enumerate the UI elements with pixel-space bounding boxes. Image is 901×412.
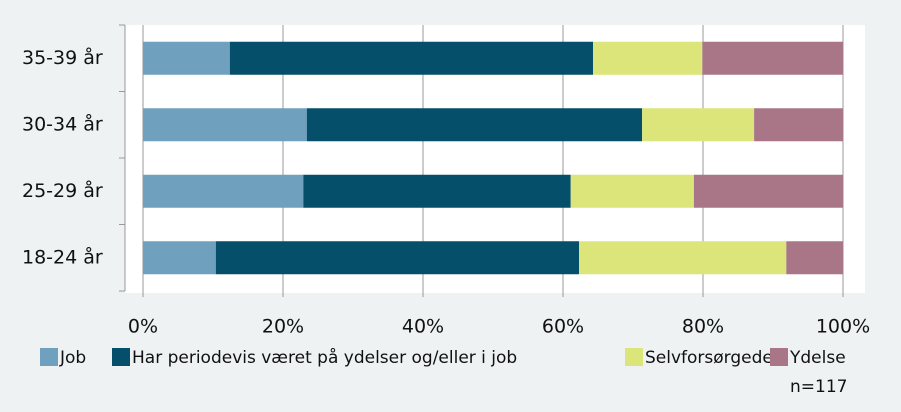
bar-segment [303,174,571,208]
x-tick-label: 80% [682,316,724,338]
bar-segment [754,108,843,142]
x-tick-label: 60% [542,316,584,338]
legend-label: Ydelse [789,348,846,368]
bar-segment [143,241,216,275]
legend-label: Selvforsørgede [645,348,773,368]
x-tick-label: 20% [262,316,304,338]
bar-segment [786,241,843,275]
bar-segment [229,41,594,75]
legend-swatch [770,348,788,366]
y-tick-label: 35-39 år [22,46,103,69]
bar-segment [215,241,580,275]
legend-swatch [112,348,130,366]
bar-segment [143,174,304,208]
bar-segment [579,241,787,275]
y-tick-label: 30-34 år [22,112,103,135]
bar-segment [143,41,230,75]
legend: Job Har periodevis været på ydelser og/el… [40,347,846,368]
bar-segment [693,174,843,208]
legend-label: Job [59,348,86,368]
x-tick-label: 100% [816,316,870,338]
legend-label: Har periodevis været på ydelser og/eller… [132,347,517,368]
bar-segment [702,41,843,75]
y-tick-label: 18-24 år [22,245,103,268]
x-tick-label: 0% [128,316,158,338]
bar-segment [143,108,307,142]
bar-segment [642,108,755,142]
x-tick-label: 40% [402,316,444,338]
y-tick-label: 25-29 år [22,179,103,202]
legend-swatch [625,348,643,366]
bar-segment [570,174,694,208]
annotation: n=117 [790,377,847,397]
legend-swatch [40,348,58,366]
bar-segment [593,41,703,75]
bar-segment [306,108,643,142]
